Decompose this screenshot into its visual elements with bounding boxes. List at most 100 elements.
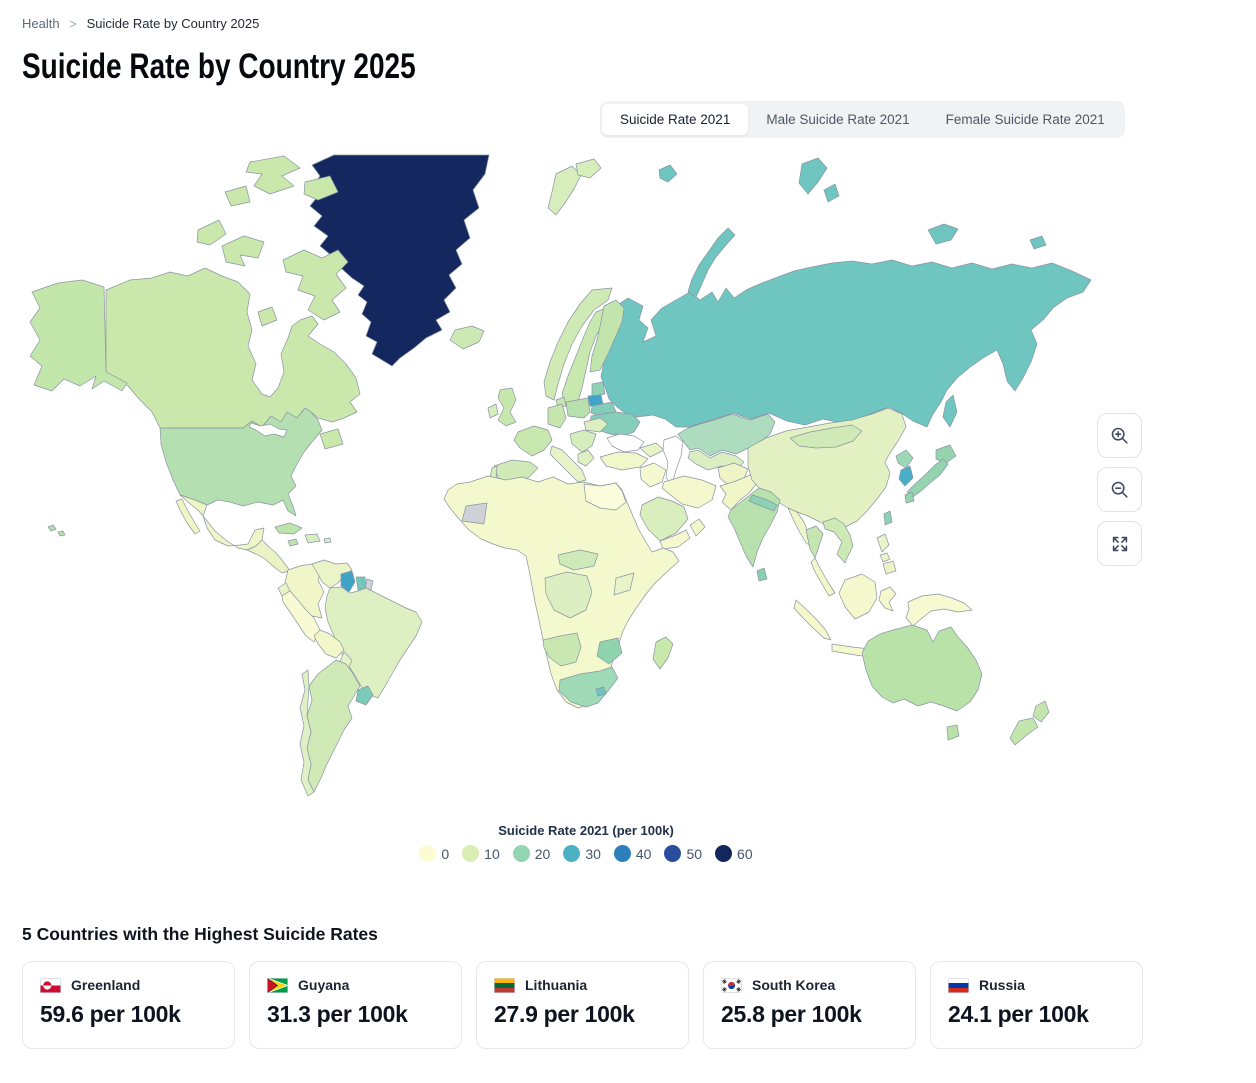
country-ireland[interactable]	[487, 403, 499, 419]
country-north-korea[interactable]	[895, 449, 914, 469]
island-tasmania[interactable]	[946, 724, 960, 741]
country-south-africa[interactable]	[558, 666, 619, 708]
island-hokkaido[interactable]	[935, 444, 957, 464]
country-card-greenland[interactable]: Greenland 59.6 per 100k	[22, 961, 235, 1049]
country-turkey[interactable]	[599, 451, 649, 471]
country-italy[interactable]	[549, 445, 587, 483]
tab-male-suicide-rate-2021[interactable]: Male Suicide Rate 2021	[766, 112, 910, 127]
country-jamaica[interactable]	[287, 538, 299, 547]
region-western-sahara[interactable]	[461, 502, 488, 525]
country-oman[interactable]	[689, 518, 706, 537]
country-madagascar[interactable]	[652, 636, 674, 670]
region-french-guiana[interactable]	[364, 578, 374, 591]
country-uk[interactable]	[497, 387, 517, 427]
island-devon[interactable]	[303, 175, 339, 201]
country-greenland[interactable]	[309, 154, 490, 367]
country-chile[interactable]	[299, 669, 315, 797]
region-malay-peninsula[interactable]	[810, 557, 836, 597]
country-south-korea[interactable]	[898, 465, 914, 487]
island-svalbard[interactable]	[547, 165, 582, 216]
country-guyana[interactable]	[340, 570, 356, 593]
tab-suicide-rate-2021[interactable]: Suicide Rate 2021	[602, 104, 749, 135]
country-cuba[interactable]	[274, 522, 303, 535]
country-finland[interactable]	[589, 299, 625, 373]
country-card-south-korea[interactable]: South Korea 25.8 per 100k	[703, 961, 916, 1049]
island-svalbard-2[interactable]	[575, 158, 602, 179]
country-pakistan[interactable]	[719, 474, 758, 511]
island-mindanao[interactable]	[882, 560, 897, 575]
country-bolivia[interactable]	[313, 629, 345, 659]
region-levant-iraq[interactable]	[639, 462, 667, 488]
island-nz-north[interactable]	[1032, 700, 1050, 723]
island-franz-josef[interactable]	[658, 164, 678, 183]
country-mongolia[interactable]	[789, 424, 863, 449]
country-drc[interactable]	[544, 571, 593, 619]
country-nepal[interactable]	[748, 494, 778, 512]
country-russia[interactable]	[600, 259, 1092, 428]
country-germany[interactable]	[547, 403, 567, 429]
island-banks[interactable]	[196, 219, 227, 246]
country-suriname[interactable]	[355, 576, 367, 591]
island-luzon[interactable]	[876, 533, 890, 553]
tab-female-suicide-rate-2021[interactable]: Female Suicide Rate 2021	[945, 112, 1105, 127]
island-ellesmere[interactable]	[245, 155, 301, 195]
country-central-african-republic[interactable]	[557, 549, 599, 571]
country-iran[interactable]	[661, 475, 717, 509]
country-novaya-zemlya[interactable]	[687, 227, 736, 298]
country-norway[interactable]	[543, 287, 613, 401]
island-borneo[interactable]	[838, 573, 878, 620]
country-argentina[interactable]	[306, 659, 361, 793]
country-australia[interactable]	[861, 624, 983, 712]
island-new-siberian[interactable]	[927, 223, 959, 245]
world-choropleth-map[interactable]	[0, 150, 1150, 815]
country-lesotho[interactable]	[595, 686, 607, 697]
island-severnaya-zemlya[interactable]	[798, 157, 828, 195]
peninsula-baja[interactable]	[175, 498, 201, 535]
country-card-guyana[interactable]: Guyana 31.3 per 100k	[249, 961, 462, 1049]
island-kyushu[interactable]	[904, 491, 915, 504]
country-iceland[interactable]	[449, 325, 485, 350]
region-namibia-botswana[interactable]	[542, 632, 582, 667]
island-sakhalin[interactable]	[942, 394, 958, 428]
region-east-africa[interactable]	[613, 572, 635, 596]
zoom-in-button[interactable]	[1097, 413, 1142, 458]
country-saudi-arabia[interactable]	[639, 496, 689, 542]
country-sri-lanka[interactable]	[756, 567, 768, 582]
region-caucasus[interactable]	[639, 442, 665, 458]
country-mexico[interactable]	[179, 494, 265, 551]
island-new-guinea[interactable]	[905, 593, 973, 627]
island-visayas[interactable]	[879, 552, 891, 563]
region-vietnam-laos[interactable]	[822, 517, 854, 564]
island-severnaya-zemlya-2[interactable]	[823, 183, 840, 203]
island-victoria[interactable]	[221, 235, 265, 267]
island-wrangel[interactable]	[1029, 235, 1047, 250]
country-card-lithuania[interactable]: Lithuania 27.9 per 100k	[476, 961, 689, 1049]
region-central-america[interactable]	[246, 539, 290, 574]
island-sumatra[interactable]	[793, 599, 832, 641]
island-puerto-rico[interactable]	[323, 537, 332, 544]
island-southampton[interactable]	[257, 306, 278, 327]
country-thailand[interactable]	[805, 525, 824, 559]
country-card-russia[interactable]: Russia 24.1 per 100k	[930, 961, 1143, 1049]
island-baffin[interactable]	[282, 249, 349, 321]
island-parry[interactable]	[224, 185, 251, 207]
region-balkans[interactable]	[569, 429, 597, 453]
country-greece[interactable]	[577, 449, 595, 467]
country-egypt[interactable]	[583, 482, 627, 511]
country-uruguay[interactable]	[355, 685, 374, 706]
country-romania[interactable]	[583, 417, 609, 433]
island-hispaniola[interactable]	[304, 533, 321, 544]
islands-hawaii[interactable]	[47, 524, 66, 537]
island-sulawesi[interactable]	[878, 586, 897, 612]
zoom-out-button[interactable]	[1097, 467, 1142, 512]
country-france[interactable]	[513, 425, 553, 457]
island-nz-south[interactable]	[1009, 717, 1039, 746]
country-zimbabwe[interactable]	[596, 637, 623, 665]
state-alaska[interactable]	[29, 279, 128, 392]
island-newfoundland[interactable]	[319, 428, 344, 450]
breadcrumb-link-health[interactable]: Health	[22, 16, 60, 31]
fullscreen-button[interactable]	[1097, 521, 1142, 566]
country-poland[interactable]	[565, 397, 591, 419]
countries-estonia-latvia[interactable]	[591, 381, 606, 397]
island-honshu[interactable]	[906, 458, 949, 498]
